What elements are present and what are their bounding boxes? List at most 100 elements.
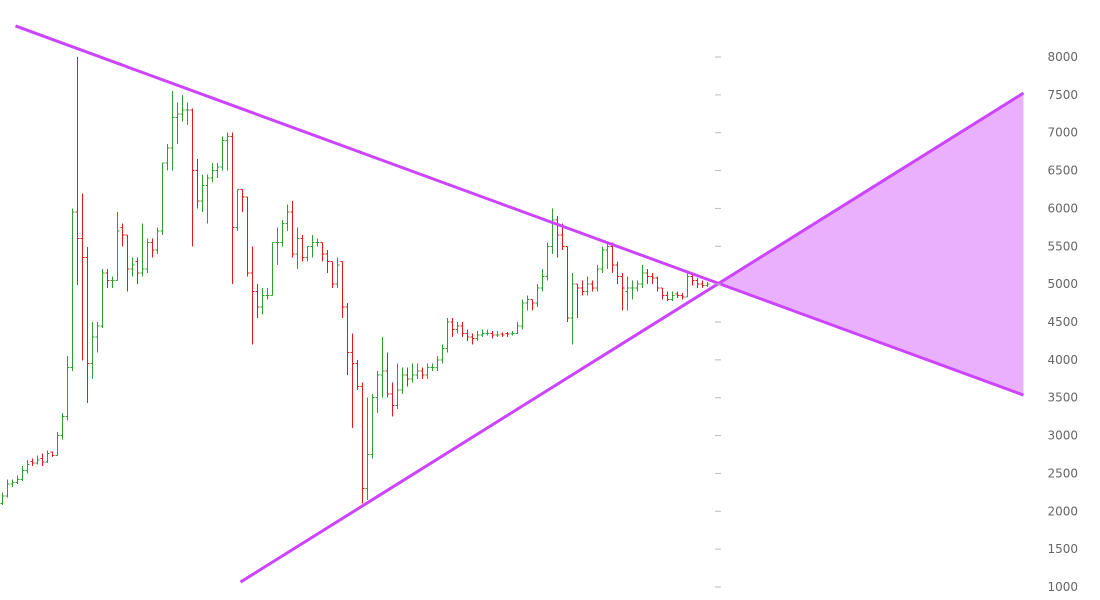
ohlc-bar bbox=[690, 275, 695, 286]
ohlc-bar bbox=[25, 459, 30, 474]
ohlc-bar bbox=[625, 276, 630, 311]
ohlc-bar bbox=[630, 280, 635, 300]
ohlc-bar bbox=[170, 91, 175, 171]
ohlc-bar bbox=[685, 272, 690, 298]
ohlc-bar bbox=[110, 276, 115, 288]
ohlc-bar bbox=[115, 212, 120, 281]
ohlc-bar bbox=[0, 492, 5, 506]
y-tick-label: 5500 bbox=[1047, 239, 1078, 253]
ohlc-bar bbox=[595, 265, 600, 292]
ohlc-bar bbox=[200, 174, 205, 213]
ohlc-bar bbox=[350, 333, 355, 428]
ohlc-bar bbox=[355, 359, 360, 391]
ohlc-bar bbox=[490, 331, 495, 339]
ohlc-bar bbox=[150, 238, 155, 258]
ohlc-bar bbox=[435, 356, 440, 372]
ohlc-bar bbox=[410, 363, 415, 383]
ohlc-bar bbox=[485, 329, 490, 336]
ohlc-bar bbox=[165, 144, 170, 171]
ohlc-bar bbox=[270, 242, 275, 296]
ohlc-bar bbox=[315, 238, 320, 247]
ohlc-bar bbox=[635, 280, 640, 292]
ohlc-bar bbox=[465, 329, 470, 341]
ohlc-bar bbox=[670, 291, 675, 301]
ohlc-bar bbox=[185, 102, 190, 126]
ohlc-bar bbox=[230, 132, 235, 285]
ohlc-bar bbox=[470, 333, 475, 345]
ohlc-bar bbox=[295, 227, 300, 269]
y-tick-label: 4000 bbox=[1047, 353, 1078, 367]
ohlc-bar bbox=[705, 281, 710, 288]
ohlc-bar bbox=[190, 108, 195, 247]
ohlc-bar bbox=[440, 344, 445, 364]
ohlc-bar bbox=[510, 331, 515, 336]
ohlc-bar bbox=[125, 234, 130, 292]
ohlc-bar bbox=[10, 479, 15, 488]
ohlc-bar bbox=[365, 397, 370, 500]
ohlc-bars bbox=[0, 57, 710, 506]
ohlc-bar bbox=[105, 269, 110, 288]
ohlc-bar bbox=[425, 363, 430, 379]
ohlc-bar bbox=[120, 223, 125, 247]
ohlc-bar bbox=[235, 189, 240, 232]
ohlc-bar bbox=[205, 174, 210, 224]
ohlc-bar bbox=[330, 260, 335, 288]
ohlc-bar bbox=[450, 318, 455, 338]
ohlc-bar bbox=[345, 303, 350, 375]
ohlc-bar bbox=[290, 200, 295, 258]
trendline bbox=[239, 91, 1025, 584]
ohlc-bar bbox=[255, 284, 260, 319]
ohlc-bar bbox=[650, 272, 655, 285]
ohlc-bar bbox=[225, 132, 230, 171]
ohlc-bar bbox=[90, 322, 95, 379]
ohlc-bar bbox=[65, 356, 70, 421]
ohlc-bar bbox=[135, 257, 140, 285]
ohlc-bar bbox=[70, 208, 75, 372]
ohlc-bar bbox=[415, 363, 420, 379]
ohlc-bar bbox=[520, 299, 525, 330]
y-tick-label: 2000 bbox=[1047, 504, 1078, 518]
ohlc-bar bbox=[505, 331, 510, 338]
ohlc-bar bbox=[75, 57, 80, 285]
ohlc-bar bbox=[85, 247, 90, 404]
ohlc-bar bbox=[15, 475, 20, 485]
ohlc-bar bbox=[180, 94, 185, 122]
y-tick-label: 1500 bbox=[1047, 542, 1078, 556]
ohlc-bar bbox=[45, 450, 50, 463]
y-tick-label: 7000 bbox=[1047, 126, 1078, 140]
ohlc-bar bbox=[275, 227, 280, 266]
ohlc-bar bbox=[475, 331, 480, 341]
ohlc-bar bbox=[55, 431, 60, 456]
ohlc-bar bbox=[310, 234, 315, 258]
ohlc-bar bbox=[80, 193, 85, 361]
y-tick-label: 4500 bbox=[1047, 315, 1078, 329]
projection-wedge bbox=[718, 93, 1024, 396]
y-tick-label: 7500 bbox=[1047, 88, 1078, 102]
ohlc-bar bbox=[160, 162, 165, 235]
ohlc-bar bbox=[430, 363, 435, 372]
ohlc-bar bbox=[300, 234, 305, 262]
ohlc-bar bbox=[60, 412, 65, 440]
ohlc-bar bbox=[600, 246, 605, 273]
ohlc-bar bbox=[455, 322, 460, 334]
ohlc-bar bbox=[525, 295, 530, 311]
y-tick-label: 3500 bbox=[1047, 391, 1078, 405]
ohlc-bar bbox=[40, 453, 45, 466]
ohlc-bar bbox=[575, 283, 580, 319]
ohlc-bar bbox=[285, 204, 290, 232]
ohlc-bar bbox=[390, 382, 395, 417]
ohlc-bar bbox=[615, 261, 620, 285]
ohlc-bar bbox=[405, 367, 410, 387]
trendline bbox=[14, 24, 1025, 397]
ohlc-bar bbox=[250, 246, 255, 345]
ohlc-bar bbox=[535, 284, 540, 307]
ohlc-bar bbox=[665, 291, 670, 301]
ohlc-bar bbox=[20, 465, 25, 481]
ohlc-bar bbox=[540, 269, 545, 292]
ohlc-bar bbox=[530, 298, 535, 311]
ohlc-bar bbox=[50, 451, 55, 457]
ohlc-bar bbox=[320, 242, 325, 262]
ohlc-bar bbox=[335, 257, 340, 288]
ohlc-bar bbox=[245, 196, 250, 277]
